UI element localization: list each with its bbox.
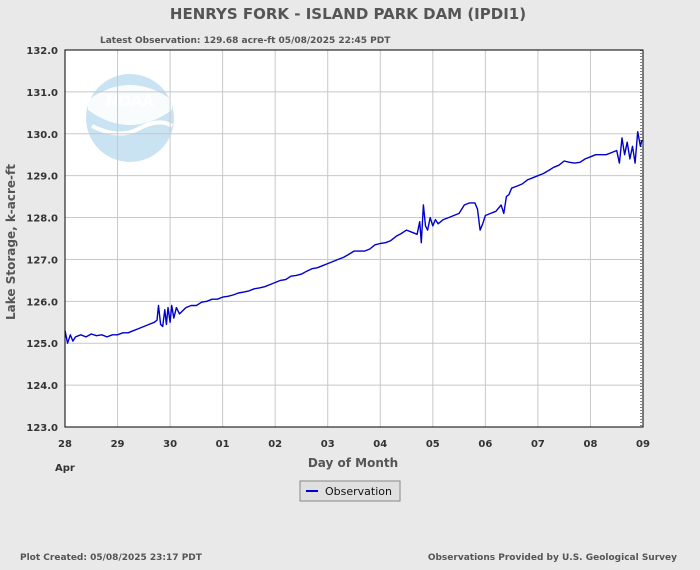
y-tick-label: 128.0 <box>26 214 58 225</box>
logo-text: NOAA <box>106 92 155 110</box>
y-tick-label: 127.0 <box>26 255 58 266</box>
x-tick-label: 04 <box>373 439 387 450</box>
legend-label-observation: Observation <box>325 485 392 498</box>
x-tick-label: 30 <box>163 439 177 450</box>
month-label: Apr <box>55 463 75 474</box>
plot-created-text: Plot Created: 05/08/2025 23:17 PDT <box>20 553 203 563</box>
plot-area <box>65 50 643 427</box>
series-layer <box>64 131 643 344</box>
x-tick-label: 08 <box>583 439 597 450</box>
y-tick-label: 126.0 <box>26 297 58 308</box>
y-tick-label: 129.0 <box>26 172 58 183</box>
y-tick-label: 130.0 <box>26 130 58 141</box>
x-axis-ticks: 28 29 30 01 02 03 04 05 06 07 08 09 <box>58 439 650 450</box>
x-tick-label: 05 <box>426 439 440 450</box>
x-tick-label: 28 <box>58 439 72 450</box>
x-tick-label: 29 <box>111 439 125 450</box>
x-tick-label: 02 <box>268 439 282 450</box>
x-axis-label: Day of Month <box>308 456 398 470</box>
legend: Observation <box>299 480 401 502</box>
y-tick-label: 125.0 <box>26 339 58 350</box>
y-tick-label: 124.0 <box>26 381 58 392</box>
y-tick-label: 131.0 <box>26 88 58 99</box>
grid-lines <box>65 50 643 427</box>
x-tick-label: 09 <box>636 439 650 450</box>
y-tick-label: 132.0 <box>26 46 58 57</box>
y-axis-ticks: 123.0 124.0 125.0 126.0 127.0 128.0 129.0 130.0… <box>26 46 58 434</box>
x-tick-label: 03 <box>321 439 335 450</box>
plot-border <box>64 49 644 428</box>
noaa-logo-watermark: NOAA <box>86 74 174 162</box>
provider-text: Observations Provided by U.S. Geological… <box>428 553 677 563</box>
chart-title: HENRYS FORK - ISLAND PARK DAM (IPDI1) <box>170 5 526 23</box>
x-tick-label: 07 <box>531 439 545 450</box>
y-axis-label: Lake Storage, k-acre-ft <box>4 164 18 320</box>
x-tick-label: 01 <box>216 439 230 450</box>
y-tick-label: 123.0 <box>26 423 58 434</box>
series-line-observation <box>64 131 643 344</box>
latest-observation: Latest Observation: 129.68 acre-ft 05/08… <box>100 36 391 46</box>
x-tick-label: 06 <box>478 439 492 450</box>
